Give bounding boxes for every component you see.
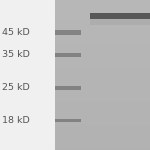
Bar [90,19,150,25]
Bar [90,13,150,19]
Bar [55,30,81,34]
Text: 25 kD: 25 kD [2,83,29,92]
Text: 18 kD: 18 kD [2,116,29,125]
Bar [55,0,150,150]
Bar [55,53,81,57]
Text: 35 kD: 35 kD [2,50,29,59]
Bar [55,86,81,90]
Text: 45 kD: 45 kD [2,28,29,37]
Bar [55,119,81,122]
